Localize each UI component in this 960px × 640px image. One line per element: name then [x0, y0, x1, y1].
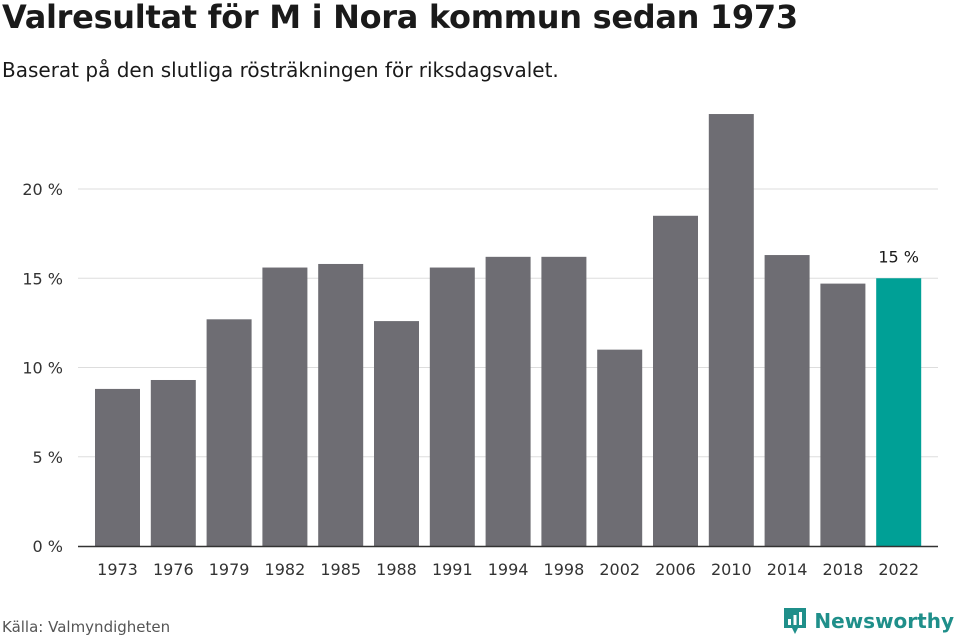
bar-1994: [485, 256, 531, 546]
bar-1985: [318, 263, 364, 546]
bar-1976: [150, 379, 196, 546]
y-tick-label: 0 %: [33, 537, 63, 556]
data-label: 15 %: [878, 247, 919, 266]
bars: [95, 114, 922, 547]
x-tick-label: 1982: [265, 560, 306, 579]
x-tick-label: 2018: [823, 560, 864, 579]
y-tick-label: 10 %: [22, 359, 63, 378]
x-tick-label: 1994: [488, 560, 529, 579]
y-tick-label: 20 %: [22, 180, 63, 199]
x-tick-label: 1973: [97, 560, 138, 579]
x-tick-label: 1985: [320, 560, 361, 579]
bar-2018: [820, 283, 866, 546]
bar-1998: [541, 256, 587, 546]
x-tick-label: 1988: [376, 560, 417, 579]
y-tick-label: 5 %: [33, 448, 63, 467]
bar-1973: [95, 388, 140, 546]
bar-2010: [708, 114, 754, 546]
brand[interactable]: Newsworthy: [782, 606, 954, 636]
x-tick-label: 2014: [767, 560, 808, 579]
x-tick-label: 2022: [878, 560, 919, 579]
x-tick-label: 1976: [153, 560, 194, 579]
x-tick-label: 2002: [599, 560, 640, 579]
bar-2022: [876, 278, 922, 546]
bar-1988: [374, 321, 419, 546]
x-tick-label: 1998: [544, 560, 585, 579]
x-tick-label: 1991: [432, 560, 473, 579]
bar-2014: [764, 255, 810, 547]
data-labels: 15 %: [878, 247, 919, 266]
x-tick-label: 2006: [655, 560, 696, 579]
newsworthy-logo-icon: [784, 608, 807, 634]
bar-1982: [262, 267, 308, 546]
x-tick-label: 1979: [209, 560, 250, 579]
source-note: Källa: Valmyndigheten: [2, 618, 171, 636]
y-tick-label: 15 %: [22, 269, 63, 288]
x-axis-ticks: 1973 1976 1979 1982 1985 1988 1991 1994 1998 2002…: [97, 560, 919, 579]
x-tick-label: 2010: [711, 560, 752, 579]
bar-2006: [653, 215, 698, 546]
bar-2002: [597, 349, 643, 546]
y-axis-ticks: 0 % 5 % 10 % 15 % 20 %: [22, 180, 63, 556]
bar-1991: [429, 267, 475, 546]
chart-subtitle: Baserat på den slutliga rösträkningen fö…: [2, 58, 559, 82]
brand-name: Newsworthy: [814, 609, 954, 633]
chart-title: Valresultat för M i Nora kommun sedan 19…: [2, 0, 798, 36]
bar-1979: [206, 319, 252, 546]
